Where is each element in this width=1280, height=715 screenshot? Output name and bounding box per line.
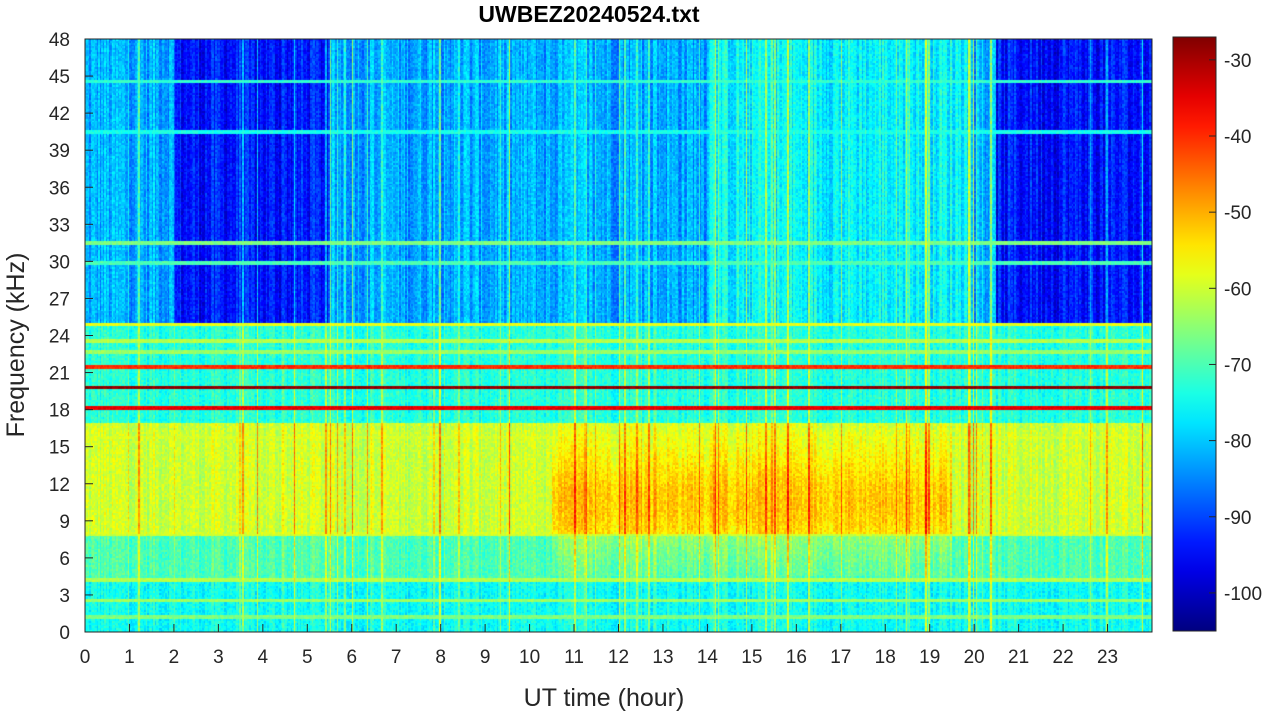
y-tick-label: 33 [49, 215, 70, 236]
y-tick-label: 3 [59, 586, 70, 607]
y-tick-label: 18 [49, 401, 70, 422]
y-tick-label: 30 [49, 252, 70, 273]
x-tick-label: 9 [480, 647, 491, 668]
x-tick-label: 5 [302, 647, 313, 668]
chart-title: UWBEZ20240524.txt [478, 1, 699, 27]
heatmap-image [85, 39, 1152, 632]
plot-area [85, 39, 1152, 632]
x-tick-label: 21 [1008, 647, 1029, 668]
x-tick-label: 3 [213, 647, 224, 668]
x-tick-label: 0 [80, 647, 91, 668]
y-tick-label: 15 [49, 438, 70, 459]
y-tick-label: 24 [49, 327, 71, 348]
x-tick-label: 11 [564, 647, 584, 668]
colorbar-tick-label: -70 [1224, 355, 1251, 376]
x-tick-label: 18 [875, 647, 896, 668]
colorbar-tick-label: -60 [1224, 279, 1251, 300]
colorbar-tick-label: -90 [1224, 508, 1251, 529]
colorbar-frame [1172, 36, 1217, 632]
colorbar-tick-label: -50 [1224, 203, 1251, 224]
y-tick-label: 0 [59, 623, 70, 644]
x-tick-label: 14 [697, 647, 719, 668]
y-tick-label: 39 [49, 141, 70, 162]
x-tick-label: 7 [391, 647, 402, 668]
y-tick-label: 6 [59, 549, 70, 570]
colorbar [1173, 37, 1216, 631]
y-tick-label: 27 [49, 289, 70, 310]
x-tick-label: 4 [258, 647, 269, 668]
x-tick-label: 2 [169, 647, 180, 668]
x-tick-label: 15 [741, 647, 762, 668]
x-tick-label: 16 [786, 647, 807, 668]
y-tick-label: 12 [49, 475, 70, 496]
colorbar-axis: -30 -40 -50 -60 -70 -80 -90 -100 [1209, 51, 1262, 605]
x-tick-label: 1 [124, 647, 135, 668]
colorbar-tick-label: -30 [1224, 51, 1251, 72]
x-tick-label: 23 [1097, 647, 1118, 668]
x-tick-label: 10 [519, 647, 540, 668]
x-tick-label: 12 [608, 647, 629, 668]
x-tick-label: 6 [346, 647, 357, 668]
x-tick-label: 17 [830, 647, 851, 668]
y-axis-label: Frequency (kHz) [2, 253, 30, 438]
colorbar-tick-label: -100 [1224, 584, 1262, 605]
x-tick-label: 20 [964, 647, 985, 668]
y-tick-label: 45 [49, 67, 70, 88]
colorbar-tick-label: -80 [1224, 432, 1251, 453]
x-tick-label: 19 [919, 647, 940, 668]
x-tick-label: 8 [435, 647, 446, 668]
y-tick-label: 21 [49, 364, 70, 385]
x-axis: 0 1 2 3 4 5 6 7 8 9 10 11 12 13 14 15 16 17 18 19 20 21 22 23 [80, 624, 1118, 668]
y-tick-label: 36 [49, 178, 70, 199]
x-axis-label: UT time (hour) [524, 684, 685, 712]
x-tick-label: 22 [1053, 647, 1074, 668]
y-tick-label: 48 [49, 30, 70, 51]
colorbar-tick-label: -40 [1224, 127, 1251, 148]
x-tick-label: 13 [652, 647, 673, 668]
y-tick-label: 9 [59, 512, 70, 533]
y-tick-label: 42 [49, 104, 70, 125]
